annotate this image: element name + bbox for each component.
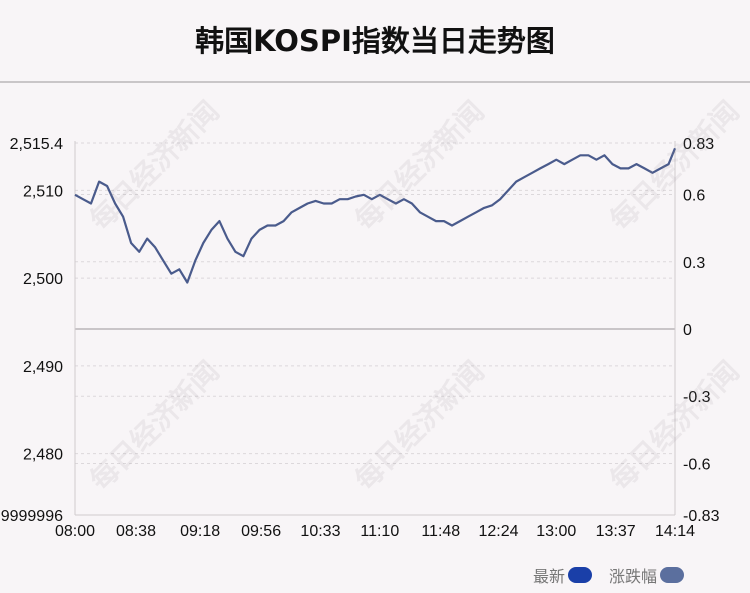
x-tick-label: 11:48: [421, 523, 460, 540]
y-left-tick-label: 2,500: [23, 271, 63, 288]
y-right-tick-label: -0.6: [683, 456, 711, 473]
legend-change-swatch: [660, 567, 685, 583]
chart-title: 韩国KOSPI指数当日走势图: [195, 24, 555, 58]
y-right-tick-label: 0.3: [683, 255, 705, 272]
x-tick-label: 13:00: [536, 523, 576, 540]
legend-change-label: 涨跌幅: [609, 567, 658, 586]
legend-latest-swatch: [568, 567, 593, 583]
y-right-tick-label: 0.6: [683, 188, 705, 205]
legend-change[interactable]: 涨跌幅: [609, 563, 685, 587]
x-tick-label: 08:38: [116, 523, 156, 540]
series-line: [74, 147, 677, 284]
y-left-tick-label: 2,472.9999999996: [0, 508, 63, 525]
y-left-tick-label: 2,480: [23, 447, 63, 464]
x-tick-label: 14:14: [655, 523, 695, 540]
title-divider: [0, 81, 750, 83]
legend-latest-label: 最新: [533, 567, 566, 586]
x-tick-label: 13:37: [596, 523, 636, 540]
y-right-tick-label: 0: [683, 322, 692, 339]
y-right-tick-label: -0.3: [683, 389, 711, 406]
x-tick-label: 10:33: [300, 523, 340, 540]
x-tick-label: 08:00: [55, 523, 95, 540]
x-tick-label: 09:56: [241, 523, 281, 540]
x-tick-label: 12:24: [479, 523, 519, 540]
x-tick-label: 11:10: [360, 523, 399, 540]
x-tick-label: 09:18: [180, 523, 220, 540]
legend-latest[interactable]: 最新: [533, 563, 593, 587]
y-right-tick-label: -0.83: [683, 508, 720, 525]
y-left-tick-label: 2,515.4: [10, 136, 63, 153]
y-left-tick-label: 2,490: [23, 359, 63, 376]
y-left-tick-label: 2,510: [23, 183, 63, 200]
y-right-tick-label: 0.83: [683, 136, 714, 153]
